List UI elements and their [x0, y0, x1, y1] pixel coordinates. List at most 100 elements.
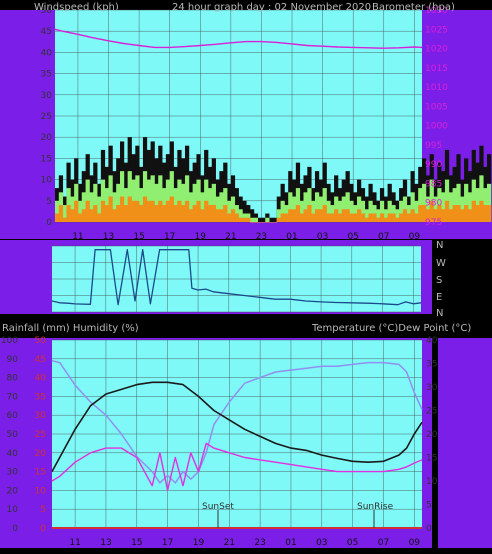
temp-tick-label: 35: [426, 360, 437, 370]
wind-bar-max: [242, 200, 247, 222]
sunrise-label: SunRise: [357, 502, 394, 512]
wind-bar-low: [341, 209, 346, 222]
wind-bar-low: [139, 205, 144, 222]
wind-bar-low: [261, 222, 266, 223]
wind-bar-low: [448, 209, 453, 222]
wind-x-tick-label: 09: [409, 232, 421, 242]
wind-bar-low: [257, 222, 262, 223]
wind-bar-low: [242, 217, 247, 222]
compass-column: [432, 240, 492, 314]
wind-bar-low: [307, 205, 312, 222]
wind-bar-low: [85, 200, 90, 222]
rain-tick-label: 5: [40, 505, 46, 515]
barometer-tick-label: 975: [425, 218, 442, 228]
wind-bar-low: [135, 200, 140, 222]
wind-bar-avg: [387, 200, 392, 222]
wind-bar-avg: [184, 175, 190, 222]
wind-bar-avg: [311, 200, 316, 222]
humidity-tick-label: 30: [7, 468, 19, 478]
barometer-tick-label: 1010: [425, 83, 448, 93]
wind-bar-avg: [337, 200, 343, 222]
temp-tick-label: 25: [426, 407, 437, 417]
wind-bar-low: [227, 213, 232, 222]
temp-tick-label: 0: [426, 524, 432, 534]
wind-bar-low: [89, 209, 94, 222]
humidity-tick-label: 0: [12, 524, 18, 534]
wind-bar-low: [475, 205, 480, 222]
wind-bar-avg: [422, 183, 427, 222]
wind-bar-avg: [81, 192, 86, 222]
wind-bar-low: [311, 213, 316, 222]
wind-tick-label: 30: [41, 91, 53, 101]
wind-bar-low: [81, 209, 86, 222]
wind-bar-low: [368, 213, 373, 222]
barometer-tick-label: 985: [425, 179, 442, 189]
humidity-tick-label: 50: [7, 430, 19, 440]
wind-bar-low: [234, 213, 239, 222]
wind-bar-avg: [93, 183, 98, 222]
humidity-tick-label: 100: [1, 336, 18, 346]
wind-tick-label: 20: [41, 133, 53, 143]
wind-bar-low: [299, 213, 304, 222]
barometer-tick-label: 990: [425, 160, 442, 170]
wind-bar-low: [269, 222, 274, 223]
wind-bar-low: [173, 205, 178, 222]
wind-bar-low: [116, 205, 121, 222]
wind-bar-low: [441, 209, 446, 222]
wind-tick-label: 45: [41, 27, 52, 37]
wind-bar-low: [204, 200, 209, 222]
series-lines: [51, 28, 423, 529]
wind-tick-label: 40: [41, 48, 53, 58]
wind-bar-max: [249, 209, 255, 222]
wind-bar-low: [280, 213, 285, 222]
barometer-tick-label: 1030: [425, 6, 448, 16]
wind-bar-low: [379, 213, 385, 222]
wind-bar-avg: [238, 209, 243, 222]
wind-bar-low: [479, 200, 484, 222]
wind-bar-low: [464, 205, 469, 222]
wind-bars: [55, 137, 492, 223]
sunset-label: SunSet: [202, 502, 234, 512]
wind-bar-low: [246, 217, 251, 222]
wind-bar-low: [471, 200, 476, 222]
wind-bar-low: [154, 205, 159, 222]
wind-x-tick-label: 07: [378, 232, 389, 242]
wind-bar-low: [253, 222, 259, 223]
wind-bar-low: [353, 213, 358, 222]
wind-bar-avg: [353, 205, 358, 222]
panel2-right-gap: [432, 338, 438, 548]
wind-bar-low: [192, 205, 197, 222]
wind-bar-avg: [372, 205, 377, 222]
wind-bar-avg: [211, 183, 216, 222]
wind-bar-low: [100, 200, 106, 222]
wind-bar-avg: [414, 200, 419, 222]
wind-bar-low: [188, 209, 194, 222]
temp-x-tick-label: 15: [131, 538, 142, 548]
rain-tick-label: 0: [40, 524, 46, 534]
wind-bar-low: [486, 205, 492, 222]
wind-bar-avg: [479, 175, 484, 222]
wind-bar-low: [238, 217, 243, 222]
wind-x-tick-label: 03: [317, 232, 328, 242]
rain-tick-label: 10: [35, 486, 47, 496]
wind-bar-avg: [158, 175, 163, 222]
wind-bar-low: [292, 209, 297, 222]
wind-bar-low: [127, 196, 132, 222]
wind-bar-avg: [464, 183, 469, 222]
wind-tick-label: 0: [46, 218, 52, 228]
wind-bar-avg: [406, 205, 411, 222]
wind-bar-avg: [112, 192, 117, 222]
wind-bar-low: [158, 200, 163, 222]
wind-bar-low: [108, 196, 113, 222]
wind-bar-low: [131, 200, 136, 222]
wind-x-tick-label: 01: [286, 232, 297, 242]
wind-bar-avg: [326, 200, 331, 222]
wind-x-tick-label: 19: [195, 232, 207, 242]
wind-bar-low: [318, 209, 324, 222]
wind-bar-avg: [280, 200, 285, 222]
wind-bar-low: [387, 213, 392, 222]
wind-bar-low: [391, 213, 396, 222]
temp-x-tick-label: 21: [224, 538, 235, 548]
humidity-tick-label: 20: [7, 486, 19, 496]
temp-x-tick-label: 07: [378, 538, 389, 548]
